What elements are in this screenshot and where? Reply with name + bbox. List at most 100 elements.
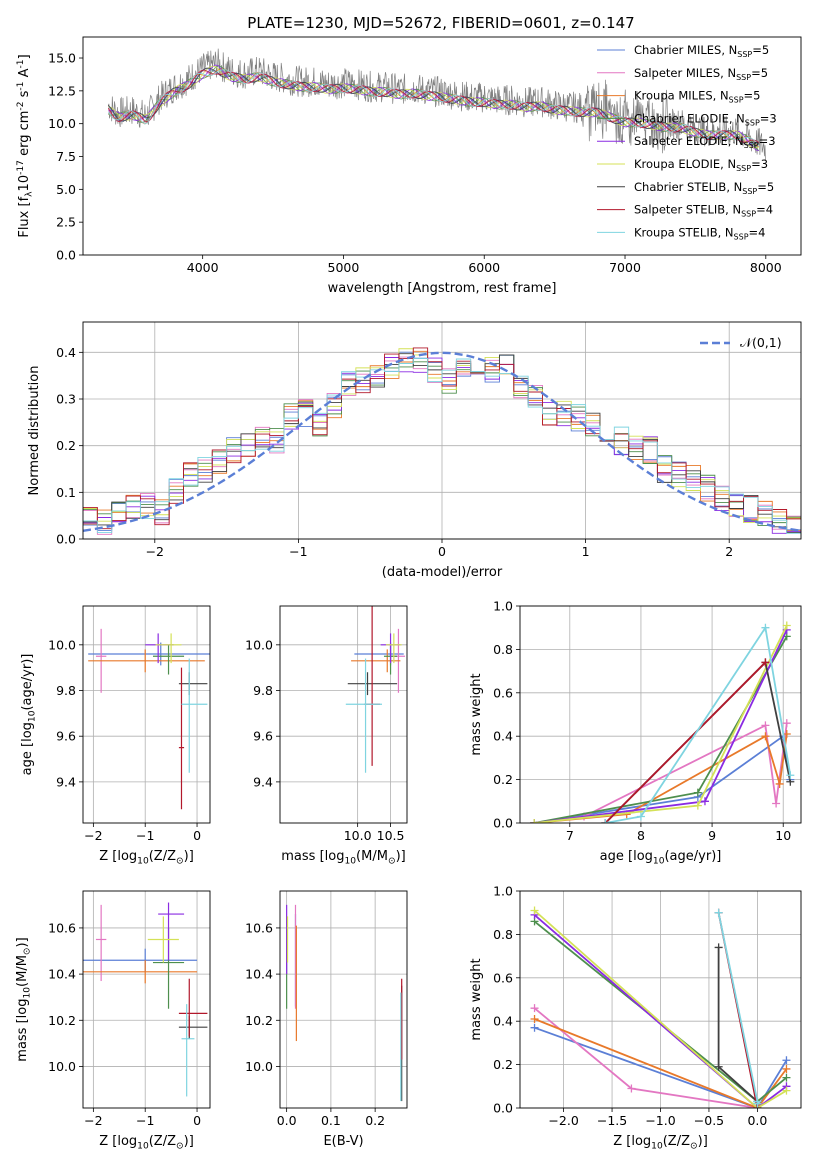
- y-tick-label: 0.2: [493, 1057, 513, 1072]
- y-tick-label: 0.2: [56, 438, 76, 453]
- x-tick-label: 6000: [468, 260, 500, 275]
- y-tick-label: 9.4: [56, 774, 76, 789]
- y-tick-label: 10.2: [48, 1013, 76, 1028]
- weight-line: [533, 914, 788, 1108]
- x-tick-label: 0: [193, 828, 201, 843]
- x-axis-label: (data-model)/error: [382, 565, 503, 580]
- legend-entry-nssp: 5: [767, 180, 774, 194]
- model-spectrum-line: [107, 69, 760, 147]
- y-tick-label: 0.0: [56, 248, 76, 263]
- x-tick-label: 4000: [187, 260, 219, 275]
- y-tick-label: 0.1: [56, 485, 76, 500]
- errorbar-point: [83, 960, 198, 984]
- errorbar-point: [385, 633, 402, 664]
- x-axis-label: mass [log10(M/M⊙)]: [281, 849, 405, 866]
- weight-marker: [693, 788, 702, 797]
- legend-entry: Chabrier MILES, NSSP=5: [634, 43, 769, 59]
- x-tick-label: −1: [136, 1113, 154, 1128]
- errorbar-point: [88, 642, 210, 666]
- weight-marker: [782, 621, 791, 630]
- x-tick-label: 0.0: [277, 1113, 297, 1128]
- x-tick-label: 0: [438, 544, 446, 559]
- weight-marker: [761, 658, 770, 667]
- plot-area: [88, 628, 210, 810]
- model-spectrum-line: [107, 68, 760, 148]
- plot-area: [530, 621, 795, 823]
- y-tick-label: 0.8: [493, 927, 513, 942]
- weight-marker: [714, 908, 723, 917]
- axes-age-vs-mass: 10.0 10.5 9.4 9.6 9.8 10.0 mass [log10(M/M⊙)]: [245, 605, 408, 866]
- y-tick-label: 10.0: [245, 637, 273, 652]
- errorbar-point: [380, 633, 401, 664]
- weight-marker: [714, 943, 723, 952]
- weight-marker: [782, 1056, 791, 1065]
- axes-weight-vs-Z: −2.0 −1.5 −1.0 −0.5 0.0 0.0 0.2 0.4 0.6 0.8 1.0 Z […: [469, 884, 802, 1151]
- legend-entry-label: Kroupa ELODIE, N: [634, 157, 736, 171]
- errorbar-point: [178, 672, 208, 696]
- axes-age-vs-Z: −2 −1 0 9.4 9.6 9.8 10.0 Z [log10(Z/Z⊙)] age [lo…: [20, 605, 211, 866]
- plot-area: [83, 902, 208, 1097]
- y-tick-label: 0.3: [56, 392, 76, 407]
- x-tick-label: 2: [725, 544, 733, 559]
- legend-entry-nssp: 5: [753, 89, 760, 103]
- legend-entry: Salpeter ELODIE, NSSP=3: [634, 134, 776, 150]
- y-axis-label: mass [log10(M/M⊙)]: [15, 937, 32, 1061]
- axes-frame: −2 −1 0 10.0 10.2 10.4 10.6 Z [log10(Z/Z⊙)] mass…: [15, 890, 211, 1151]
- weight-marker: [530, 819, 539, 823]
- legend-entry-label: Salpeter ELODIE, N: [634, 134, 744, 148]
- model-spectrum-line: [107, 69, 760, 143]
- x-tick-label: 0.0: [747, 1113, 767, 1128]
- axes-spine: [82, 890, 211, 1109]
- weight-marker: [775, 779, 784, 788]
- legend-entry-label: Kroupa MILES, N: [634, 89, 729, 103]
- x-tick-label: −0.5: [694, 1113, 724, 1128]
- weight-marker: [761, 721, 770, 730]
- x-tick-label: −2.0: [548, 1113, 578, 1128]
- plot-area: [345, 606, 406, 773]
- axes-frame: 4000 5000 6000 7000 8000 0.0 2.5 5.0 7.5 10.0 12.5…: [16, 36, 802, 296]
- axes-spectrum: 4000 5000 6000 7000 8000 0.0 2.5 5.0 7.5 10.0 12.5…: [16, 36, 802, 296]
- x-axis-label: age [log10(age/yr)]: [600, 849, 722, 866]
- weight-line: [534, 629, 788, 823]
- axes-frame: 10.0 10.5 9.4 9.6 9.8 10.0 mass [log10(M/M⊙)]: [245, 605, 408, 866]
- legend-entry-nssp: 3: [761, 157, 768, 171]
- weight-marker: [601, 819, 610, 823]
- weight-marker: [693, 801, 702, 810]
- y-axis-label: mass weight: [469, 958, 484, 1040]
- y-tick-label: 10.0: [245, 1059, 273, 1074]
- errorbar-point: [83, 948, 198, 972]
- figure-title: PLATE=1230, MJD=52672, FIBERID=0601, z=0…: [247, 14, 634, 32]
- weight-marker: [700, 797, 709, 806]
- legend-entry: Kroupa ELODIE, NSSP=3: [634, 157, 768, 173]
- x-tick-label: 10.0: [344, 828, 372, 843]
- errorbar-point: [181, 658, 208, 773]
- weight-marker: [761, 732, 770, 741]
- weight-line: [533, 909, 787, 1108]
- histogram-step-line: [83, 358, 801, 534]
- x-tick-label: −1: [289, 544, 307, 559]
- weight-line: [534, 723, 788, 823]
- legend-entry-label: Kroupa STELIB, N: [634, 225, 734, 239]
- errorbar-point: [88, 649, 205, 673]
- weight-marker: [786, 771, 795, 780]
- axes-mass-vs-Z: −2 −1 0 10.0 10.2 10.4 10.6 Z [log10(Z/Z⊙)] mass…: [15, 890, 211, 1151]
- y-tick-label: 0.6: [493, 970, 513, 985]
- weight-marker: [761, 623, 770, 632]
- weight-marker: [782, 1086, 791, 1095]
- x-tick-label: 0: [193, 1113, 201, 1128]
- axes-weight-vs-age: 7 8 9 10 0.0 0.2 0.4 0.6 0.8 1.0 age [log10(age/yr…: [469, 599, 802, 866]
- legend-entry-label: Chabrier ELODIE, N: [634, 111, 745, 125]
- legend-entry-nssp: 3: [769, 111, 776, 125]
- x-axis-label: wavelength [Angstrom, rest frame]: [328, 281, 557, 296]
- errorbar-point: [155, 633, 182, 664]
- y-tick-label: 0.0: [493, 1101, 513, 1116]
- x-tick-label: 0.1: [321, 1113, 341, 1128]
- axes-spine: [519, 605, 802, 824]
- x-axis-label: Z [log10(Z/Z⊙)]: [613, 1134, 708, 1151]
- x-tick-label: 5000: [328, 260, 360, 275]
- legend-entry-nssp: 3: [768, 134, 775, 148]
- plot-area: [530, 906, 791, 1108]
- legend-entry: Chabrier STELIB, NSSP=5: [634, 180, 774, 196]
- legend-entry: Kroupa STELIB, NSSP=4: [634, 225, 766, 241]
